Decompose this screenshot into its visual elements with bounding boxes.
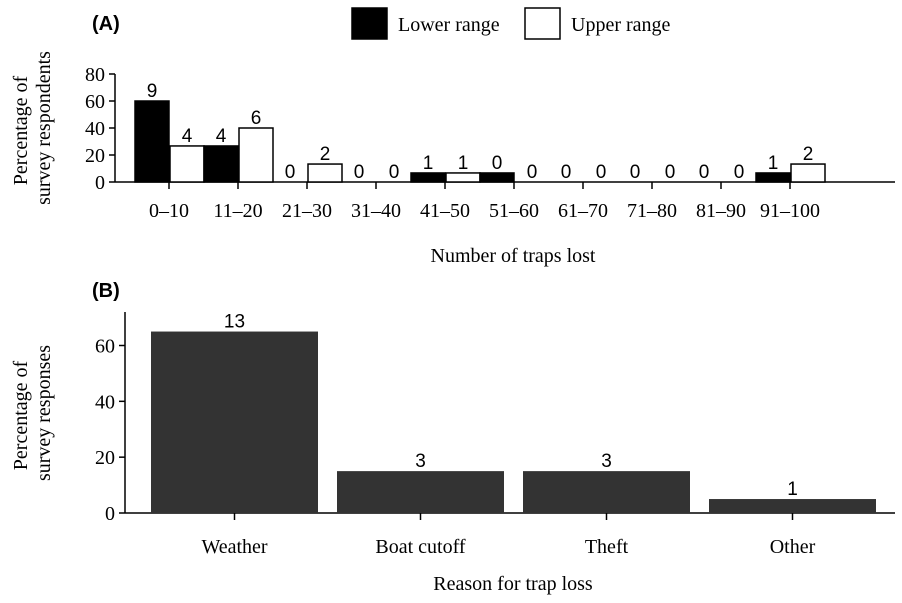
lower-range-data-label: 0 — [492, 153, 503, 174]
panel-b: (B) Percentage of survey responses 0 20 40… — [10, 280, 895, 595]
lower-range-bar — [479, 172, 515, 183]
lower-range-data-label: 0 — [354, 162, 365, 183]
reason-data-label: 3 — [601, 451, 612, 472]
lower-range-data-label: 1 — [768, 153, 779, 174]
x-tick-label: Theft — [585, 536, 629, 558]
panel-a-ylabel: Percentage of survey respondents — [10, 51, 55, 205]
reason-data-label: 1 — [787, 479, 798, 500]
panel-a-y-ticks: 0 20 40 60 80 — [85, 64, 115, 194]
x-tick-label: 91–100 — [760, 200, 820, 222]
upper-range-data-label: 6 — [251, 108, 262, 129]
upper-range-data-label: 0 — [596, 162, 607, 183]
reason-bar — [523, 471, 690, 513]
y-tick-label: 20 — [85, 145, 105, 167]
legend-upper-swatch — [524, 7, 561, 40]
legend: Lower range Upper range — [351, 7, 671, 40]
reason-bar — [151, 331, 318, 513]
upper-range-data-label: 4 — [182, 126, 193, 147]
panel-a-xlabel: Number of traps lost — [431, 245, 596, 267]
upper-range-bar — [307, 163, 343, 183]
y-tick-label: 60 — [95, 336, 115, 358]
x-tick-label: Boat cutoff — [375, 536, 466, 558]
y-tick-label: 40 — [85, 118, 105, 140]
panel-a-x-ticks: 0–10 11–20 21–30 31–40 41–50 51–60 61–70 71–80 8… — [149, 182, 820, 222]
legend-lower-label: Lower range — [398, 14, 500, 36]
legend-upper-label: Upper range — [571, 14, 671, 36]
upper-range-data-label: 0 — [665, 162, 676, 183]
lower-range-data-label: 9 — [147, 81, 158, 102]
panel-b-ylabel: Percentage of survey responses — [10, 345, 55, 481]
upper-range-data-label: 0 — [389, 162, 400, 183]
lower-range-bar — [203, 145, 239, 183]
y-tick-label: 20 — [95, 447, 115, 469]
panel-a: (A) Lower range Upper range Percentage o… — [10, 7, 895, 267]
panel-b-y-ticks: 0 20 40 60 — [95, 336, 125, 525]
panel-a-bars — [134, 100, 826, 183]
x-tick-label: 21–30 — [282, 200, 332, 222]
x-tick-label: 11–20 — [213, 200, 262, 222]
upper-range-data-label: 0 — [527, 162, 538, 183]
lower-range-data-label: 0 — [285, 162, 296, 183]
reason-bar — [709, 499, 876, 513]
panel-b-ylabel-line1: Percentage of — [10, 360, 32, 470]
y-tick-label: 60 — [85, 91, 105, 113]
x-tick-label: 71–80 — [627, 200, 677, 222]
y-tick-label: 80 — [85, 64, 105, 86]
panel-b-bar-labels: 13 3 3 1 — [224, 312, 798, 501]
y-tick-label: 0 — [95, 172, 105, 194]
upper-range-bar — [790, 163, 826, 183]
panel-b-bars — [151, 331, 876, 513]
x-tick-label: 81–90 — [696, 200, 746, 222]
panel-b-ylabel-line2: survey responses — [33, 345, 55, 481]
reason-bar — [337, 471, 504, 513]
lower-range-data-label: 1 — [423, 153, 434, 174]
y-tick-label: 40 — [95, 391, 115, 413]
panel-a-bar-labels: 9 4 4 6 0 2 0 0 1 1 0 0 0 0 0 0 0 0 1 2 — [147, 81, 814, 183]
x-tick-label: 31–40 — [351, 200, 401, 222]
x-tick-label: 51–60 — [489, 200, 539, 222]
panel-b-label: (B) — [92, 280, 120, 302]
reason-data-label: 13 — [224, 312, 245, 333]
lower-range-data-label: 0 — [561, 162, 572, 183]
upper-range-data-label: 2 — [803, 144, 814, 165]
lower-range-data-label: 0 — [630, 162, 641, 183]
y-tick-label: 0 — [105, 503, 115, 525]
upper-range-data-label: 1 — [458, 153, 469, 174]
upper-range-bar — [238, 127, 274, 183]
reason-data-label: 3 — [415, 451, 426, 472]
lower-range-data-label: 4 — [216, 126, 227, 147]
panel-a-ylabel-line2: survey respondents — [33, 51, 55, 205]
panel-a-ylabel-line1: Percentage of — [10, 75, 32, 185]
lower-range-data-label: 0 — [699, 162, 710, 183]
upper-range-bar — [169, 145, 205, 183]
lower-range-bar — [410, 172, 446, 183]
x-tick-label: Other — [770, 536, 816, 558]
upper-range-bar — [445, 172, 481, 183]
x-tick-label: 61–70 — [558, 200, 608, 222]
x-tick-label: Weather — [201, 536, 267, 558]
upper-range-data-label: 0 — [734, 162, 745, 183]
panel-a-label: (A) — [92, 13, 120, 35]
panel-b-xlabel: Reason for trap loss — [433, 573, 593, 595]
upper-range-data-label: 2 — [320, 144, 331, 165]
lower-range-bar — [755, 172, 791, 183]
panel-b-x-ticks: Weather Boat cutoff Theft Other — [201, 513, 816, 558]
lower-range-bar — [134, 100, 170, 183]
legend-lower-swatch — [351, 7, 388, 40]
x-tick-label: 0–10 — [149, 200, 189, 222]
x-tick-label: 41–50 — [420, 200, 470, 222]
